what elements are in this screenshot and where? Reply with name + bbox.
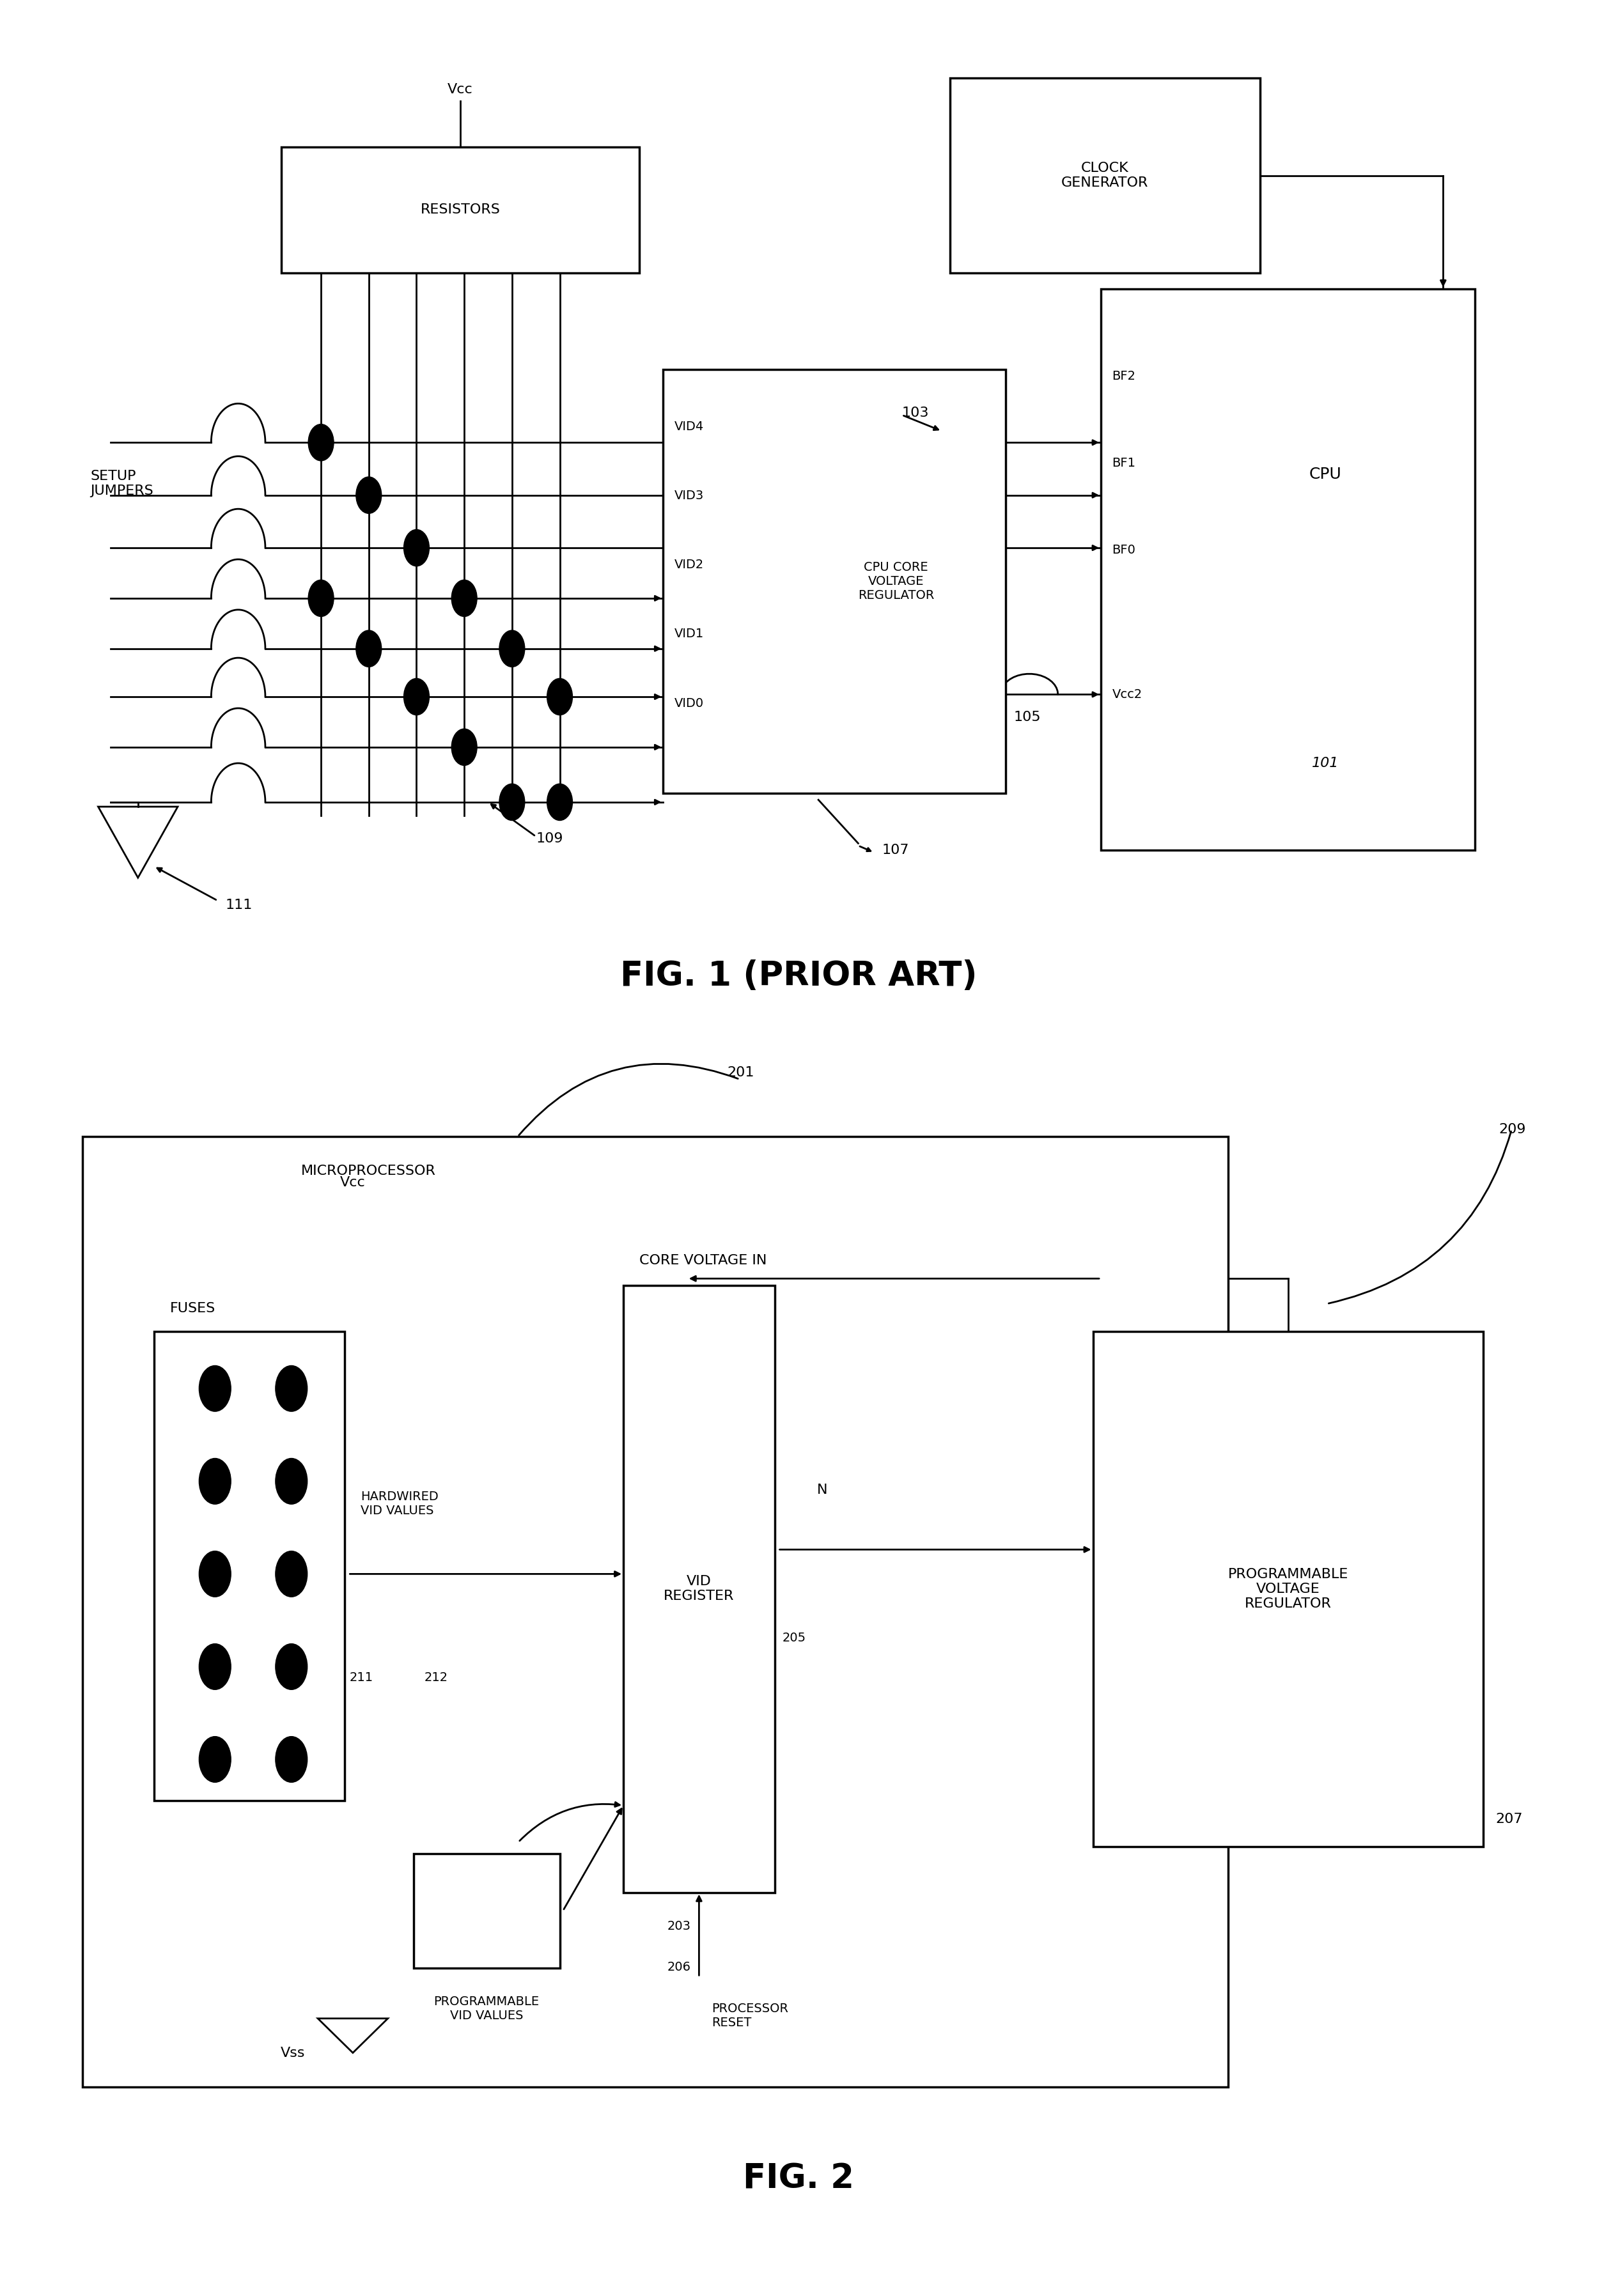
Text: FIG. 1 (PRIOR ART): FIG. 1 (PRIOR ART) — [620, 960, 977, 992]
Text: 107: 107 — [882, 845, 909, 856]
Text: RESISTORS: RESISTORS — [420, 204, 500, 216]
Text: 105: 105 — [1014, 712, 1041, 723]
Text: Vcc2: Vcc2 — [1112, 689, 1142, 700]
Text: N: N — [818, 1483, 827, 1497]
Circle shape — [500, 631, 525, 666]
Text: CLOCK
GENERATOR: CLOCK GENERATOR — [1062, 161, 1148, 188]
FancyBboxPatch shape — [950, 78, 1260, 273]
Text: PROGRAMMABLE
VOLTAGE
REGULATOR: PROGRAMMABLE VOLTAGE REGULATOR — [1228, 1568, 1348, 1609]
Circle shape — [275, 1458, 307, 1504]
Text: VID
REGISTER: VID REGISTER — [664, 1575, 735, 1603]
Circle shape — [404, 530, 430, 567]
Text: 103: 103 — [902, 406, 929, 420]
Circle shape — [356, 631, 382, 666]
Text: 111: 111 — [225, 898, 252, 912]
Text: BF2: BF2 — [1112, 370, 1135, 381]
Circle shape — [200, 1366, 232, 1412]
Text: 101: 101 — [1311, 758, 1338, 769]
Text: 109: 109 — [537, 833, 564, 845]
FancyBboxPatch shape — [281, 147, 639, 273]
Text: FUSES: FUSES — [169, 1302, 216, 1316]
Circle shape — [200, 1736, 232, 1782]
Circle shape — [275, 1552, 307, 1596]
Circle shape — [275, 1736, 307, 1782]
Text: Vcc: Vcc — [340, 1176, 366, 1189]
Circle shape — [308, 581, 334, 618]
Circle shape — [452, 728, 478, 765]
Text: BF0: BF0 — [1112, 544, 1135, 556]
Circle shape — [200, 1552, 232, 1596]
Circle shape — [275, 1366, 307, 1412]
Text: VID4: VID4 — [674, 420, 704, 432]
Text: PROGRAMMABLE
VID VALUES: PROGRAMMABLE VID VALUES — [434, 1995, 540, 2023]
Text: MICROPROCESSOR: MICROPROCESSOR — [302, 1164, 436, 1178]
Text: VID1: VID1 — [674, 629, 704, 641]
Circle shape — [356, 478, 382, 514]
Text: FIG. 2: FIG. 2 — [743, 2163, 854, 2195]
FancyBboxPatch shape — [414, 1853, 561, 1968]
FancyBboxPatch shape — [623, 1286, 775, 1892]
Text: VID2: VID2 — [674, 558, 704, 572]
FancyBboxPatch shape — [663, 370, 1006, 792]
Circle shape — [404, 677, 430, 714]
FancyBboxPatch shape — [83, 1137, 1228, 2087]
Text: VID3: VID3 — [674, 489, 704, 503]
Circle shape — [548, 677, 572, 714]
Text: VID0: VID0 — [674, 698, 704, 709]
Text: 207: 207 — [1496, 1814, 1524, 1825]
Text: 209: 209 — [1500, 1123, 1527, 1137]
Text: 201: 201 — [727, 1065, 754, 1079]
Text: CPU: CPU — [1310, 466, 1341, 482]
Text: PROCESSOR
RESET: PROCESSOR RESET — [712, 2002, 789, 2030]
FancyBboxPatch shape — [1100, 289, 1476, 850]
Text: HARDWIRED
VID VALUES: HARDWIRED VID VALUES — [361, 1490, 439, 1518]
Text: 203: 203 — [668, 1919, 692, 1933]
Circle shape — [200, 1644, 232, 1690]
Circle shape — [500, 783, 525, 820]
Circle shape — [452, 581, 478, 618]
Text: 205: 205 — [783, 1632, 806, 1644]
Text: Vss: Vss — [281, 2046, 305, 2060]
FancyBboxPatch shape — [153, 1332, 345, 1800]
Text: CPU CORE
VOLTAGE
REGULATOR: CPU CORE VOLTAGE REGULATOR — [858, 560, 934, 602]
Text: BF1: BF1 — [1112, 457, 1135, 468]
Text: 212: 212 — [425, 1671, 449, 1683]
Circle shape — [308, 425, 334, 461]
Text: 211: 211 — [350, 1671, 374, 1683]
Circle shape — [200, 1458, 232, 1504]
Text: CORE VOLTAGE IN: CORE VOLTAGE IN — [639, 1254, 767, 1267]
Circle shape — [275, 1644, 307, 1690]
Text: Vcc: Vcc — [447, 83, 473, 96]
Circle shape — [548, 783, 572, 820]
Text: SETUP
JUMPERS: SETUP JUMPERS — [89, 471, 153, 498]
Text: 206: 206 — [668, 1961, 692, 1972]
FancyBboxPatch shape — [1092, 1332, 1484, 1846]
